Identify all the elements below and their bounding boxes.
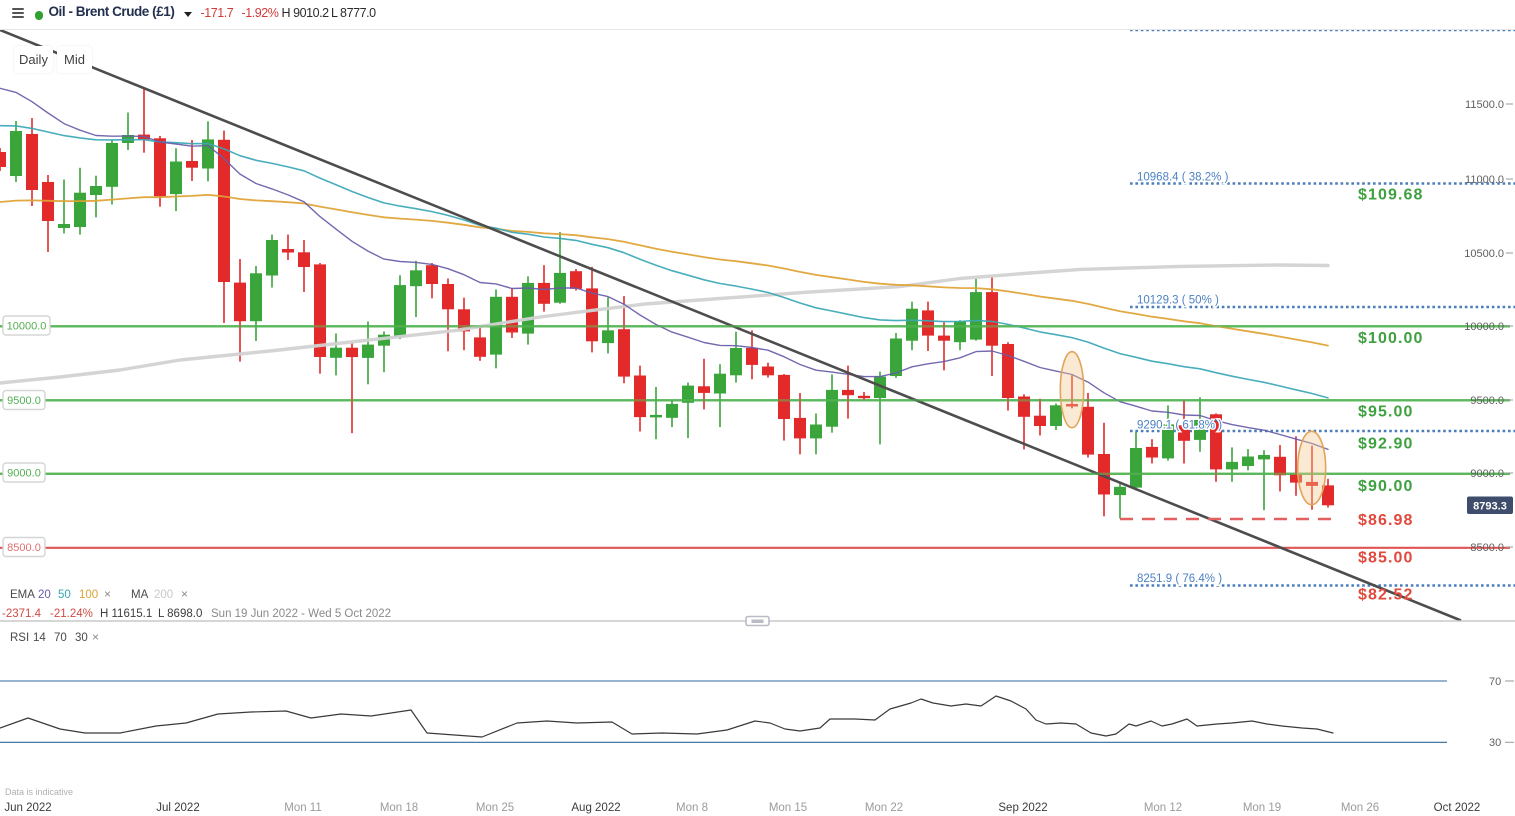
svg-text:11500.0: 11500.0 bbox=[1465, 99, 1504, 111]
svg-text:Mon 26: Mon 26 bbox=[1341, 802, 1379, 814]
svg-text:×: × bbox=[104, 587, 111, 601]
svg-text:Mon 11: Mon 11 bbox=[284, 802, 322, 814]
svg-text:Mon 22: Mon 22 bbox=[865, 802, 903, 814]
svg-text:Mon 18: Mon 18 bbox=[380, 802, 418, 814]
svg-text:$92.90: $92.90 bbox=[1358, 436, 1414, 453]
svg-text:10968.4 ( 38.2% ): 10968.4 ( 38.2% ) bbox=[1137, 172, 1229, 184]
svg-text:×: × bbox=[181, 587, 188, 601]
svg-text:Mon 12: Mon 12 bbox=[1144, 802, 1182, 814]
svg-text:Mon 8: Mon 8 bbox=[676, 802, 708, 814]
svg-text:10500.0: 10500.0 bbox=[1464, 248, 1504, 260]
svg-text:$109.68: $109.68 bbox=[1358, 187, 1424, 204]
svg-text:70: 70 bbox=[54, 632, 67, 644]
svg-text:8251.9 ( 76.4% ): 8251.9 ( 76.4% ) bbox=[1137, 573, 1222, 585]
svg-text:14: 14 bbox=[33, 632, 46, 644]
svg-text:-21.24%: -21.24% bbox=[50, 608, 93, 620]
svg-text:Mon 15: Mon 15 bbox=[769, 802, 807, 814]
svg-text:200: 200 bbox=[154, 589, 173, 601]
svg-text:$86.98: $86.98 bbox=[1358, 512, 1414, 529]
svg-text:50: 50 bbox=[58, 589, 71, 601]
svg-text:$90.00: $90.00 bbox=[1358, 478, 1414, 495]
svg-text:$100.00: $100.00 bbox=[1358, 330, 1424, 347]
svg-text:9500.0: 9500.0 bbox=[7, 395, 41, 407]
svg-text:Aug 2022: Aug 2022 bbox=[571, 802, 620, 814]
svg-text:9500.0: 9500.0 bbox=[1470, 395, 1504, 407]
svg-text:RSI: RSI bbox=[10, 632, 29, 644]
svg-text:Mon 19: Mon 19 bbox=[1243, 802, 1281, 814]
svg-text:30: 30 bbox=[1489, 737, 1501, 749]
svg-text:8500.0: 8500.0 bbox=[7, 542, 41, 554]
svg-text:MA: MA bbox=[131, 589, 149, 601]
svg-text:9000.0: 9000.0 bbox=[1470, 468, 1504, 480]
svg-text:Sep 2022: Sep 2022 bbox=[998, 802, 1047, 814]
svg-text:L 8698.0: L 8698.0 bbox=[158, 608, 202, 620]
svg-text:Data is indicative: Data is indicative bbox=[5, 787, 73, 797]
svg-text:$82.52: $82.52 bbox=[1358, 587, 1414, 604]
svg-text:70: 70 bbox=[1489, 676, 1501, 688]
svg-text:Jul 2022: Jul 2022 bbox=[156, 802, 199, 814]
svg-text:11000.0: 11000.0 bbox=[1465, 174, 1504, 186]
svg-text:$85.00: $85.00 bbox=[1358, 550, 1414, 567]
svg-text:-2371.4: -2371.4 bbox=[2, 608, 42, 620]
svg-text:30: 30 bbox=[75, 632, 88, 644]
svg-text:8793.3: 8793.3 bbox=[1473, 501, 1507, 513]
svg-text:Mon 25: Mon 25 bbox=[476, 802, 514, 814]
svg-text:100: 100 bbox=[79, 589, 98, 601]
svg-text:10129.3 ( 50% ): 10129.3 ( 50% ) bbox=[1137, 295, 1219, 307]
svg-text:×: × bbox=[92, 630, 99, 644]
svg-text:10000.0: 10000.0 bbox=[7, 321, 47, 333]
svg-text:10000.0: 10000.0 bbox=[1464, 321, 1504, 333]
svg-text:Oct 2022: Oct 2022 bbox=[1434, 802, 1481, 814]
svg-text:Jun 2022: Jun 2022 bbox=[4, 802, 51, 814]
svg-text:$95.00: $95.00 bbox=[1358, 404, 1414, 421]
svg-text:8500.0: 8500.0 bbox=[1470, 542, 1504, 554]
svg-text:9000.0: 9000.0 bbox=[7, 468, 41, 480]
svg-text:Sun 19 Jun 2022 - Wed 5 Oct 20: Sun 19 Jun 2022 - Wed 5 Oct 2022 bbox=[211, 608, 391, 620]
svg-text:9290.1 ( 61.8% ): 9290.1 ( 61.8% ) bbox=[1137, 420, 1222, 432]
svg-text:EMA: EMA bbox=[10, 589, 35, 601]
svg-text:H 11615.1: H 11615.1 bbox=[100, 608, 152, 620]
svg-text:20: 20 bbox=[38, 589, 51, 601]
